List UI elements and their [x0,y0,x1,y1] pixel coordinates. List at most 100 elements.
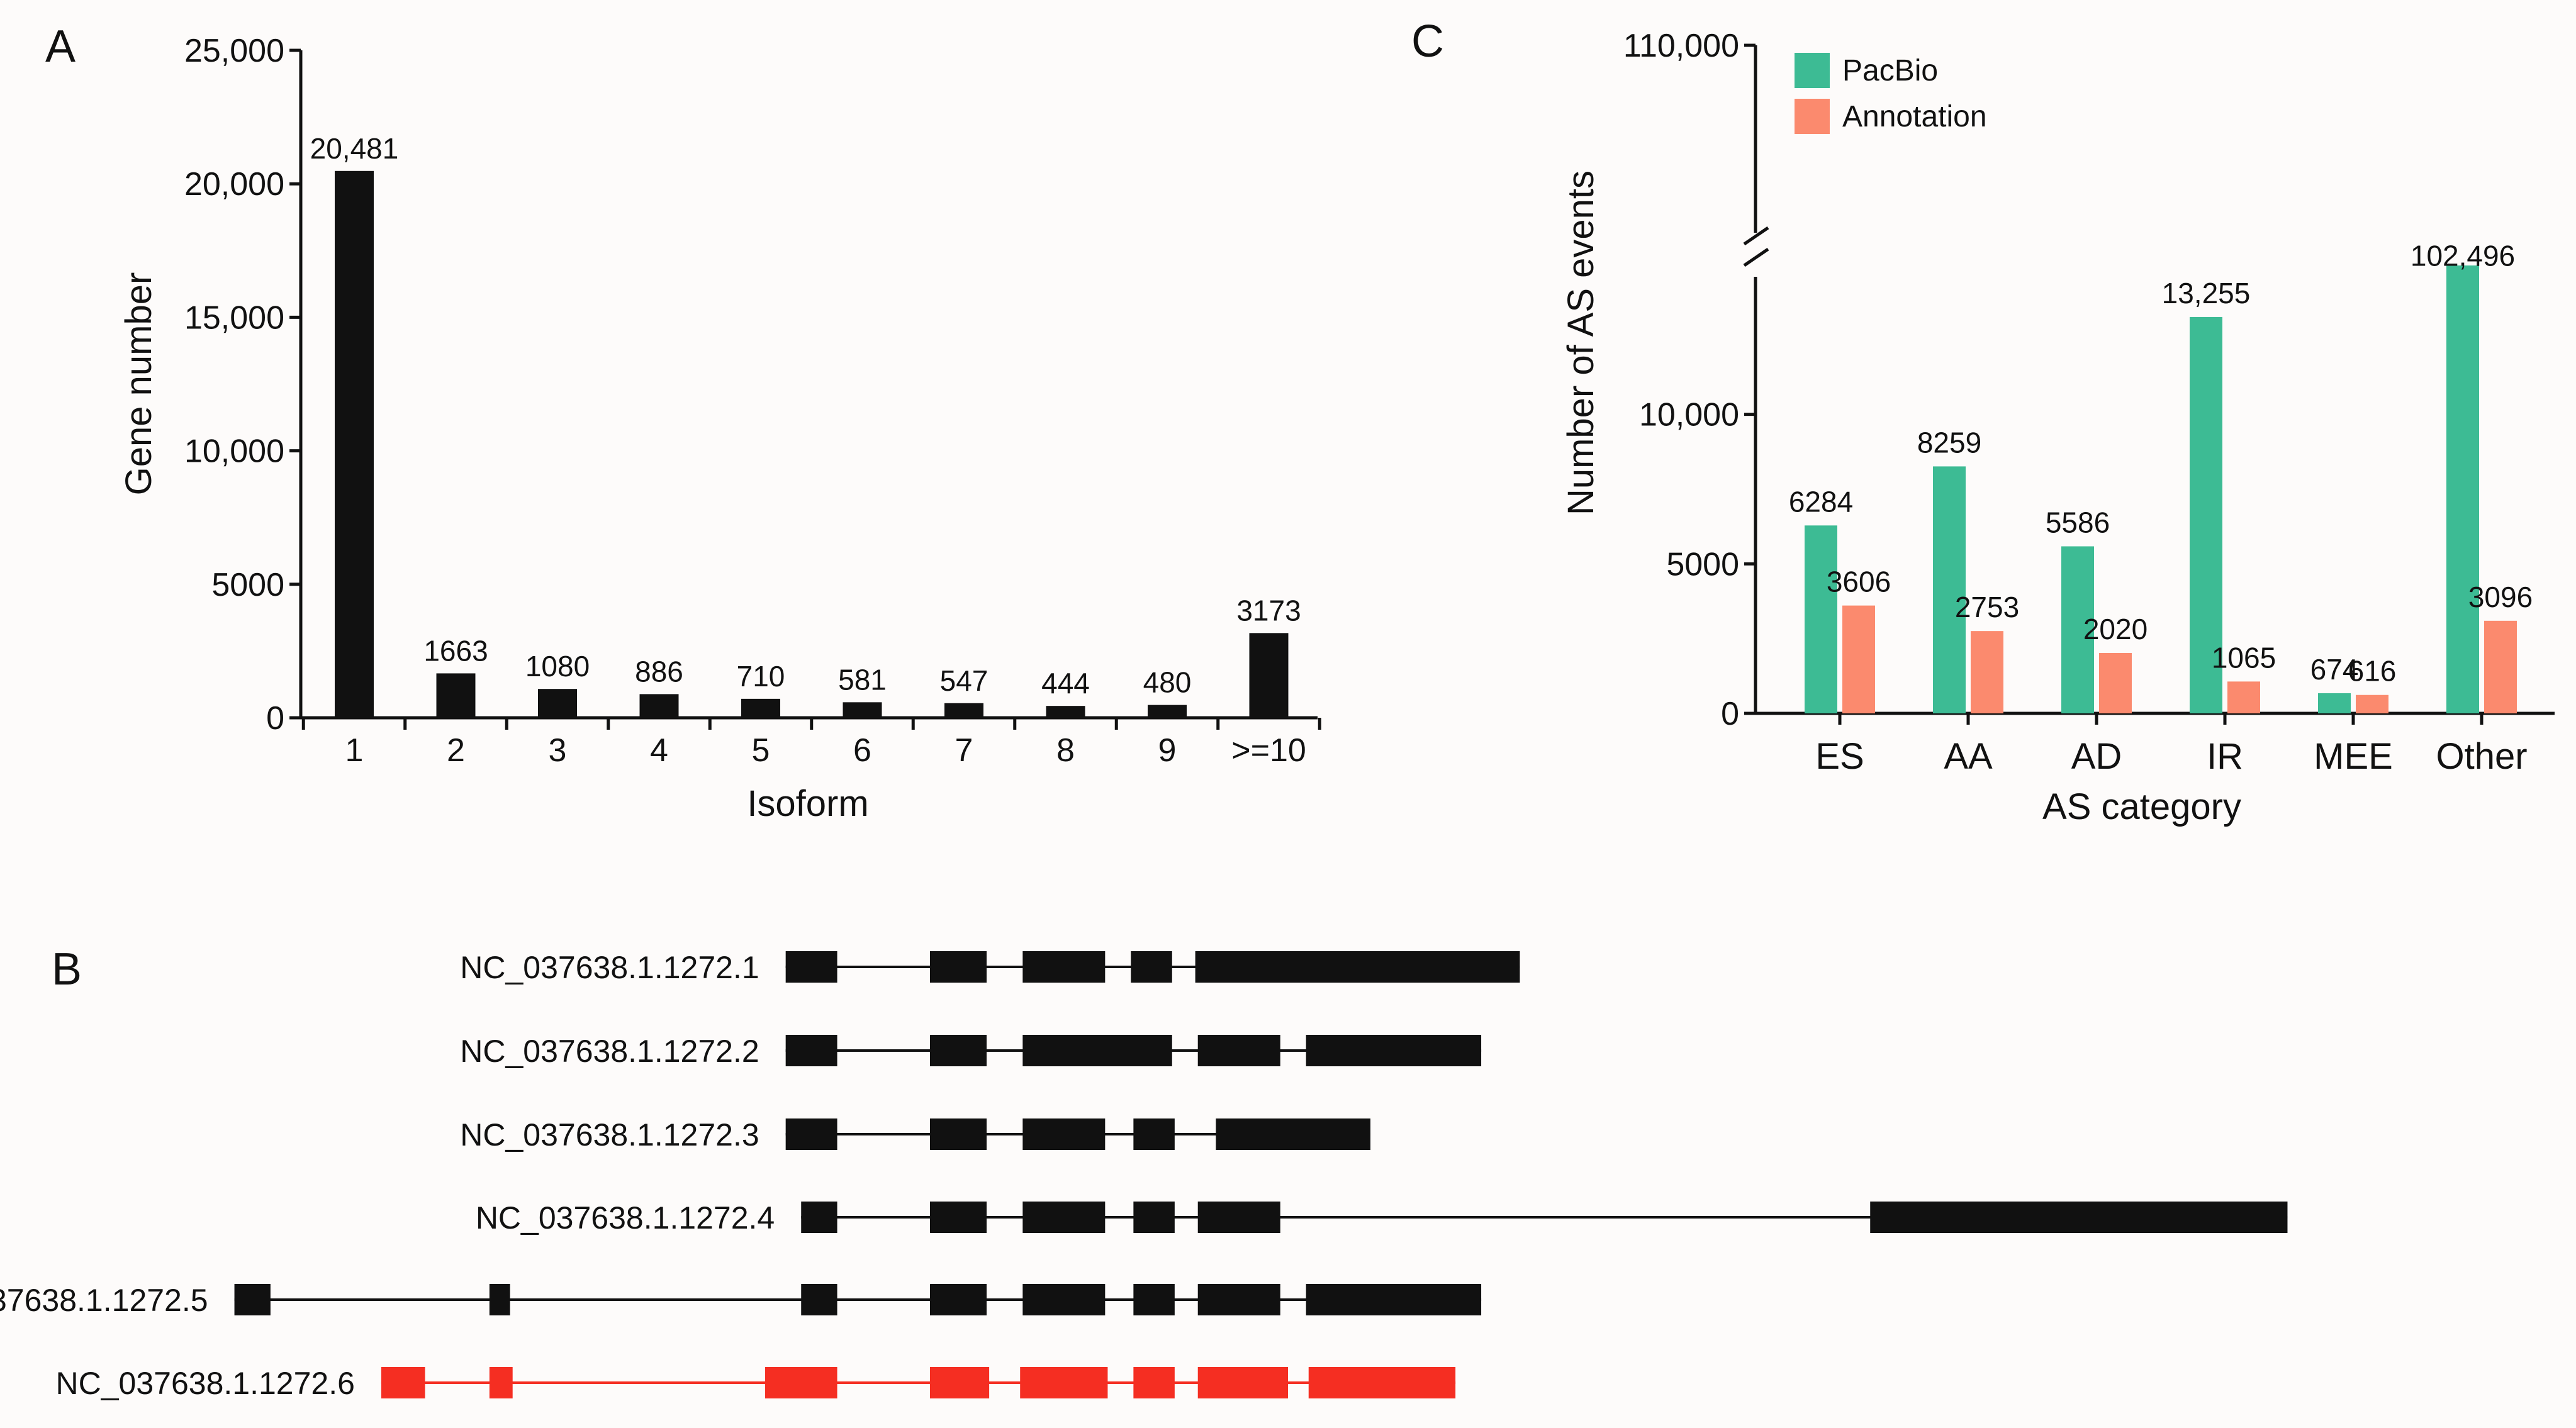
chart-c-x-tick-label: IR [2207,736,2243,777]
chart-a-bar [1046,706,1085,718]
chart-c-bar-annotation [2356,694,2388,713]
panel-label-b: B [52,944,82,995]
chart-c-y-tick-label: 5000 [1666,546,1739,583]
chart-c-bar-annotation [1842,605,1875,713]
isoform-exon [1216,1118,1371,1150]
chart-c-y-axis-title: Number of AS events [1560,170,1601,515]
isoform-label: NC_037638.1.1272.1 [460,950,759,985]
isoform-exon [785,951,837,983]
chart-a-x-tick-label: 3 [549,732,567,769]
isoform-exon [1131,951,1172,983]
isoform-exon [1020,1367,1108,1398]
isoform-exon [489,1367,513,1398]
isoform-label: NC_037638.1.1272.6 [56,1366,355,1401]
chart-c-bar-pacbio [2446,265,2479,713]
chart-c-value-label-pacbio: 5586 [2046,506,2110,538]
isoform-exon [234,1284,271,1315]
isoform-exon [1133,1367,1175,1398]
isoform-exon [1306,1284,1482,1315]
chart-a-bar [1148,705,1187,718]
chart-c-x-tick-label: AD [2071,736,2122,777]
chart-c-bar-pacbio [2190,316,2222,713]
isoform-exon [764,1367,837,1398]
chart-c-bar-pacbio [2061,546,2094,713]
chart-c-bar-annotation [2484,620,2517,713]
chart-c-legend-label-annotation: Annotation [1842,100,1987,133]
isoform-exon [929,951,987,983]
isoform-exon [1133,1202,1175,1233]
isoform-exon [1308,1367,1456,1398]
chart-a-value-label: 20,481 [310,132,399,165]
chart-c-value-label-annotation: 1065 [2212,641,2276,674]
chart-a-x-tick-label: 7 [955,732,973,769]
panel-label-c: C [1411,16,1444,67]
chart-c-legend: PacBio Annotation [1795,53,1987,134]
chart-a-bar [538,689,577,718]
isoform-exon [785,1118,837,1150]
panel-label-a: A [45,21,76,72]
chart-c-legend-swatch-annotation [1795,99,1830,134]
chart-c-x-axis-title: AS category [2042,786,2241,827]
isoform-exon [785,1035,837,1066]
chart-c-legend-label-pacbio: PacBio [1842,54,1938,87]
chart-a-value-label: 581 [838,663,887,696]
isoform-exon [929,1202,987,1233]
chart-a-bar [436,673,476,718]
isoform-exon [1197,1202,1280,1233]
chart-a-value-label: 444 [1041,667,1090,700]
isoform-label: NC_037638.1.1272.2 [460,1034,759,1069]
isoform-exon [1022,1035,1172,1066]
isoform-structure-diagram: NC_037638.1.1272.1 NC_037638.1.1272.2 NC_0… [0,950,2288,1401]
chart-a-bar [335,170,374,718]
chart-a-value-label: 1080 [525,650,590,683]
chart-a-y-axis-title: Gene number [118,272,159,496]
chart-c-value-label-annotation: 2753 [1955,591,2019,623]
isoform-exon [1306,1035,1482,1066]
isoform-exon [1133,1118,1175,1150]
chart-a-bar [944,703,983,718]
chart-a-y-tick-label: 25,000 [184,33,284,69]
chart-a-x-tick-label: 4 [650,732,668,769]
chart-c-value-label-pacbio: 8259 [1917,426,1981,459]
chart-c-value-label-pacbio: 102,496 [2411,240,2515,272]
chart-a-x-tick-label: 6 [853,732,871,769]
isoform-exon [1870,1202,2288,1233]
chart-a-value-label: 1663 [423,634,488,667]
chart-c-y-tick-label: 0 [1721,696,1739,732]
chart-a-value-label: 710 [737,660,785,693]
chart-c-bar-pacbio [2318,693,2351,713]
chart-a-x-tick-label: 1 [345,732,364,769]
isoform-exon [1022,1202,1106,1233]
chart-c-value-label-annotation: 616 [2348,655,2397,688]
chart-a-bar [639,694,679,718]
chart-c-y-tick-label: 110,000 [1623,28,1739,64]
chart-a-x-tick-label: 5 [752,732,770,769]
chart-a-x-tick-label: 9 [1158,732,1177,769]
isoform-label: NC_037638.1.1272.3 [460,1117,759,1152]
chart-a-y-tick-label: 20,000 [184,166,284,203]
chart-a-x-tick-label: >=10 [1231,732,1306,769]
chart-a-value-label: 547 [940,664,988,697]
chart-a-value-label: 480 [1143,666,1192,699]
chart-a-y-tick-label: 0 [266,700,284,737]
isoform-exon [929,1367,990,1398]
chart-a-x-tick-label: 2 [447,732,465,769]
chart-c-as-events: 0 5000 10,000 110,000 ES AA AD IR MEE Other 6284… [1560,28,2555,827]
chart-a-value-label: 886 [635,655,683,688]
chart-c-x-tick-label: AA [1944,736,1993,777]
isoform-exon [929,1035,987,1066]
chart-c-y-tick-label: 10,000 [1639,397,1739,433]
isoform-label: NC_037638.1.1272.5 [0,1283,208,1318]
isoform-exon [929,1118,987,1150]
chart-a-bar [843,702,882,718]
chart-c-legend-swatch-pacbio [1795,53,1830,88]
isoform-exon [1195,951,1520,983]
chart-c-axis-break-mark-lower [1743,247,1769,267]
chart-a-bar [741,698,780,718]
chart-c-value-label-pacbio: 13,255 [2162,277,2251,310]
isoform-exon [801,1284,837,1315]
chart-c-bar-pacbio [1805,525,1837,713]
chart-c-axis-break-mark-upper [1743,226,1769,246]
chart-a-y-tick-label: 5000 [211,567,284,603]
